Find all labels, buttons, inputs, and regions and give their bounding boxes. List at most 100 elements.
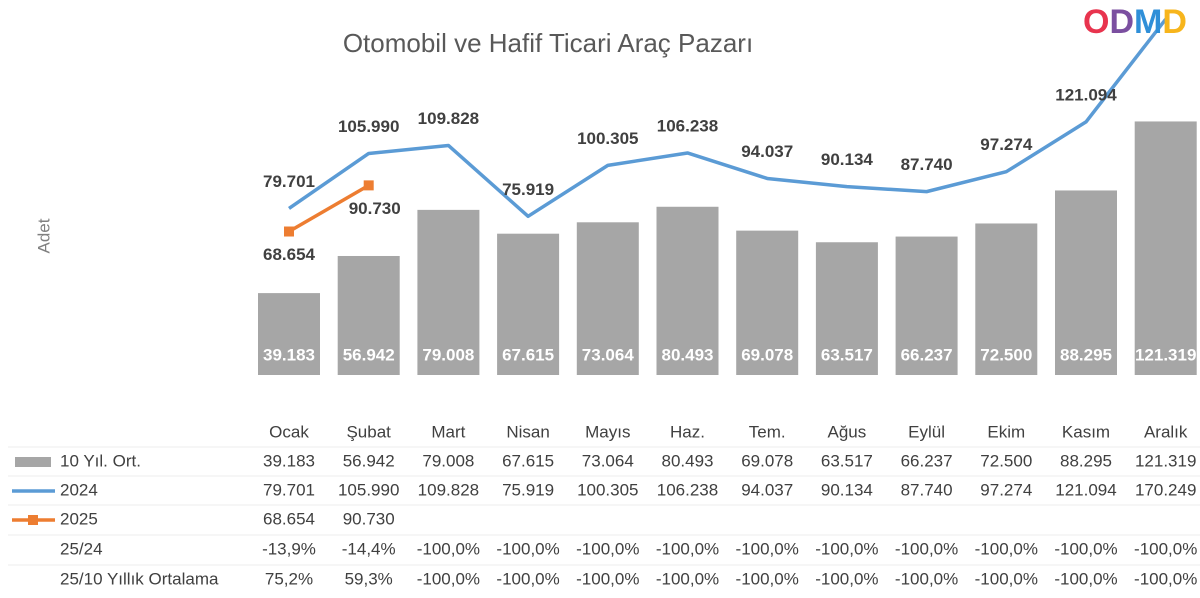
table-cell: -100,0% [815,569,878,588]
data-label: 79.701 [263,172,315,191]
table-cell: -100,0% [576,539,639,558]
x-tick-label: Ocak [269,422,309,441]
bar [497,233,560,375]
bar-label: 80.493 [662,345,714,364]
bar-label: 121.319 [1135,345,1196,364]
table-cell: -100,0% [656,569,719,588]
table-cell: -100,0% [656,539,719,558]
table-cell: -100,0% [496,569,559,588]
table-cell: 59,3% [345,569,393,588]
x-tick-label: Haz. [670,422,705,441]
table-cell: -100,0% [895,539,958,558]
table-cell: 121.319 [1135,451,1196,470]
bar [417,209,480,375]
marker [284,226,294,237]
table-cell: -100,0% [496,539,559,558]
row-label: 25/10 Yıllık Ortalama [60,569,219,588]
bar [736,230,799,375]
table-cell: 72.500 [980,451,1032,470]
table-cell: 109.828 [418,480,479,499]
table-cell: 63.517 [821,451,873,470]
table-cell: 88.295 [1060,451,1112,470]
bar [895,236,958,375]
table-cell: 105.990 [338,480,399,499]
data-label: 109.828 [418,109,479,128]
x-tick-label: Mart [431,422,465,441]
table-cell: -100,0% [815,539,878,558]
data-label: 68.654 [263,245,316,264]
table-cell: -100,0% [895,569,958,588]
x-tick-label: Nisan [506,422,549,441]
table-cell: -13,9% [262,539,316,558]
bar [576,222,639,375]
bar [1134,121,1197,375]
table-cell: -100,0% [1054,569,1117,588]
bar-label: 88.295 [1060,345,1112,364]
bar [1055,190,1117,375]
data-label: 94.037 [741,142,793,161]
data-label: 87.740 [901,155,953,174]
bar-label: 66.237 [901,345,953,364]
marker [363,180,374,191]
table-cell: 56.942 [343,451,395,470]
data-label: 105.990 [338,117,399,136]
data-label: 106.238 [657,116,718,135]
table-cell: 69.078 [741,451,793,470]
bar [815,242,878,375]
table-cell: 90.730 [343,509,395,528]
table-cell: -14,4% [342,539,396,558]
table-cell: 75,2% [265,569,313,588]
row-label: 25/24 [60,539,103,558]
x-tick-label: Şubat [346,422,391,441]
bar [656,206,719,375]
data-label: 90.730 [349,199,401,218]
legend-swatch [15,457,51,467]
legend-label: 2024 [60,480,98,499]
table-cell: 87.740 [901,480,953,499]
table-cell: 170.249 [1135,480,1196,499]
table-cell: 90.134 [821,480,873,499]
table-cell: -100,0% [1134,539,1197,558]
y-axis-label: Adet [34,218,53,253]
table-cell: 75.919 [502,480,554,499]
bar [258,293,320,375]
bar-label: 73.064 [582,345,635,364]
bar-label: 79.008 [422,345,474,364]
data-label: 170.249 [1135,0,1196,2]
data-label: 100.305 [577,129,638,148]
x-tick-label: Tem. [749,422,786,441]
table-cell: 67.615 [502,451,554,470]
logo: ODMD [1083,3,1187,41]
table-cell: -100,0% [1134,569,1197,588]
table-cell: -100,0% [417,539,480,558]
legend-label: 2025 [60,509,98,528]
line [288,18,1168,219]
data-label: 97.274 [980,135,1033,154]
table-cell: 73.064 [582,451,634,470]
bar-label: 67.615 [502,345,554,364]
x-tick-label: Ekim [987,422,1025,441]
bar-label: 39.183 [263,345,315,364]
table-cell: 121.094 [1055,480,1116,499]
table-cell: 100.305 [577,480,638,499]
data-label: 90.134 [821,150,874,169]
x-tick-label: Ağus [828,422,867,441]
data-label: 121.094 [1055,85,1117,104]
table-cell: -100,0% [736,539,799,558]
bar-label: 69.078 [741,345,793,364]
table-cell: 80.493 [662,451,714,470]
x-tick-label: Kasım [1062,422,1110,441]
legend-marker [28,515,38,525]
table-cell: 66.237 [901,451,953,470]
bar-label: 72.500 [980,345,1032,364]
x-tick-label: Aralık [1144,422,1188,441]
table-cell: 68.654 [263,509,315,528]
table-cell: 79.701 [263,480,315,499]
table-cell: -100,0% [975,569,1038,588]
table-cell: 94.037 [741,480,793,499]
table-cell: 106.238 [657,480,718,499]
chart-title: Otomobil ve Hafif Ticari Araç Pazarı [343,28,753,58]
x-tick-label: Mayıs [585,422,630,441]
table-cell: -100,0% [1054,539,1117,558]
